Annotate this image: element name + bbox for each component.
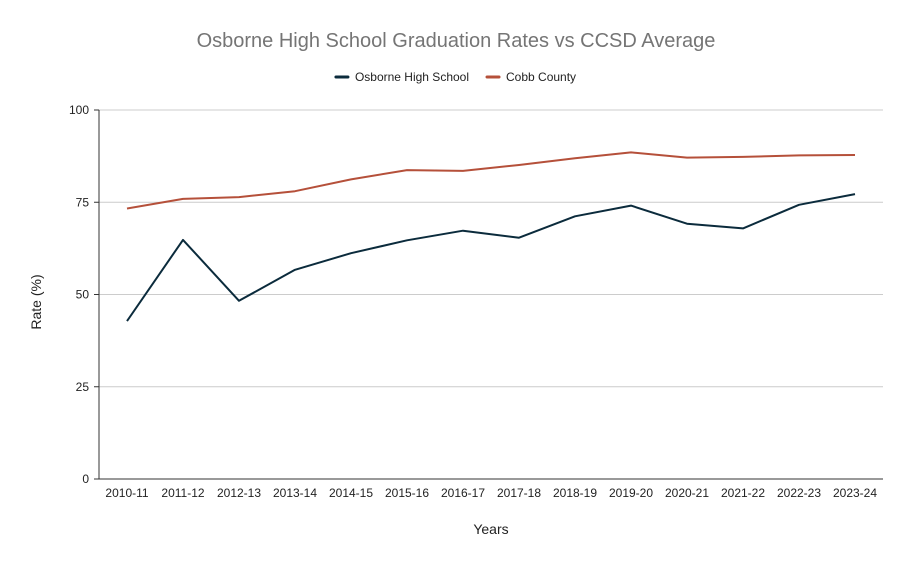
x-tick-label: 2021-22 xyxy=(721,486,765,500)
legend-label: Osborne High School xyxy=(355,70,469,84)
x-tick-label: 2014-15 xyxy=(329,486,373,500)
x-axis-label: Years xyxy=(473,521,508,537)
y-tick-label: 100 xyxy=(69,103,89,117)
x-tick-label: 2017-18 xyxy=(497,486,541,500)
y-tick-label: 50 xyxy=(76,288,90,302)
legend: Osborne High School Cobb County xyxy=(334,70,576,84)
x-tick-label: 2012-13 xyxy=(217,486,261,500)
x-tick-label: 2018-19 xyxy=(553,486,597,500)
y-tick-label: 25 xyxy=(76,380,90,394)
x-tick-label: 2013-14 xyxy=(273,486,317,500)
gridlines xyxy=(94,109,883,480)
y-tick-label: 75 xyxy=(76,195,90,209)
x-tick-label: 2019-20 xyxy=(609,486,653,500)
x-tick-label: 2023-24 xyxy=(833,486,877,500)
x-tick-label: 2016-17 xyxy=(441,486,485,500)
x-tick-label: 2020-21 xyxy=(665,486,709,500)
legend-label: Cobb County xyxy=(506,70,576,84)
x-tick-labels: 2010-11 2011-12 2012-13 2013-14 2014-15 2015-… xyxy=(105,486,877,500)
y-tick-label: 0 xyxy=(82,472,89,486)
axes xyxy=(98,110,883,480)
y-axis-label: Rate (%) xyxy=(28,274,44,329)
x-tick-label: 2022-23 xyxy=(777,486,821,500)
x-tick-label: 2015-16 xyxy=(385,486,429,500)
series-lines xyxy=(126,151,856,322)
chart-title: Osborne High School Graduation Rates vs … xyxy=(197,30,716,52)
series-line-0 xyxy=(126,193,856,322)
x-tick-label: 2010-11 xyxy=(105,486,148,500)
y-tick-labels: 0 25 50 75 100 xyxy=(69,103,89,486)
series-line-1 xyxy=(126,151,856,210)
x-tick-label: 2011-12 xyxy=(161,486,204,500)
